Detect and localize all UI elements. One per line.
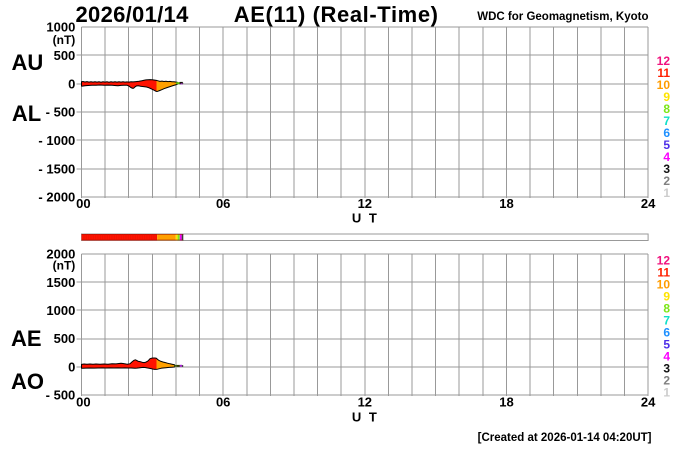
svg-text:1000: 1000 [46, 303, 75, 318]
svg-text:2: 2 [663, 373, 670, 387]
svg-text:11: 11 [657, 265, 670, 279]
svg-text:5: 5 [663, 138, 670, 152]
svg-text:AE: AE [11, 326, 42, 351]
svg-text:12: 12 [358, 196, 372, 211]
svg-text:7: 7 [663, 114, 670, 128]
svg-text:06: 06 [216, 394, 230, 409]
svg-text:500: 500 [54, 331, 76, 346]
svg-text:1: 1 [663, 385, 670, 399]
svg-text:5: 5 [663, 337, 670, 351]
svg-text:12: 12 [358, 394, 372, 409]
svg-text:24: 24 [641, 394, 656, 409]
svg-text:- 1000: - 1000 [38, 133, 75, 148]
svg-text:AU: AU [12, 50, 44, 75]
svg-text:- 1500: - 1500 [38, 161, 75, 176]
svg-text:AL: AL [12, 101, 41, 126]
svg-text:6: 6 [663, 325, 670, 339]
svg-text:(nT): (nT) [53, 33, 76, 47]
svg-text:7: 7 [663, 313, 670, 327]
svg-text:00: 00 [76, 394, 90, 409]
svg-text:1: 1 [663, 186, 670, 200]
svg-text:3: 3 [663, 361, 670, 375]
svg-text:18: 18 [499, 394, 513, 409]
svg-text:2: 2 [663, 174, 670, 188]
svg-text:4: 4 [663, 150, 670, 164]
svg-text:18: 18 [499, 196, 513, 211]
svg-text:2026/01/14: 2026/01/14 [76, 2, 190, 27]
svg-text:10: 10 [657, 277, 671, 291]
svg-text:- 2000: - 2000 [38, 190, 75, 205]
svg-text:0: 0 [68, 76, 75, 91]
svg-text:U T: U T [352, 410, 379, 425]
svg-text:10: 10 [657, 78, 671, 92]
svg-text:AO: AO [11, 369, 44, 394]
svg-text:1500: 1500 [46, 275, 75, 290]
svg-text:06: 06 [216, 196, 230, 211]
svg-text:00: 00 [76, 196, 90, 211]
svg-text:8: 8 [663, 102, 670, 116]
svg-text:6: 6 [663, 126, 670, 140]
svg-text:9: 9 [663, 90, 670, 104]
svg-text:- 500: - 500 [46, 388, 76, 403]
svg-text:500: 500 [54, 48, 76, 63]
svg-text:3: 3 [663, 162, 670, 176]
svg-text:0: 0 [68, 359, 75, 374]
svg-text:8: 8 [663, 301, 670, 315]
svg-text:1000: 1000 [46, 20, 75, 35]
svg-text:- 500: - 500 [46, 105, 76, 120]
svg-text:U T: U T [352, 210, 379, 225]
svg-text:12: 12 [657, 54, 671, 68]
svg-text:[Created at 2026-01-14 04:20UT: [Created at 2026-01-14 04:20UT] [478, 432, 652, 444]
svg-text:9: 9 [663, 289, 670, 303]
svg-text:(nT): (nT) [53, 258, 76, 272]
svg-text:WDC for Geomagnetism, Kyoto: WDC for Geomagnetism, Kyoto [477, 11, 648, 23]
svg-text:24: 24 [641, 196, 656, 211]
svg-text:4: 4 [663, 349, 670, 363]
svg-text:2000: 2000 [46, 247, 75, 262]
svg-text:AE(11) (Real-Time): AE(11) (Real-Time) [234, 2, 439, 27]
svg-text:12: 12 [657, 253, 671, 267]
svg-text:11: 11 [657, 66, 670, 80]
